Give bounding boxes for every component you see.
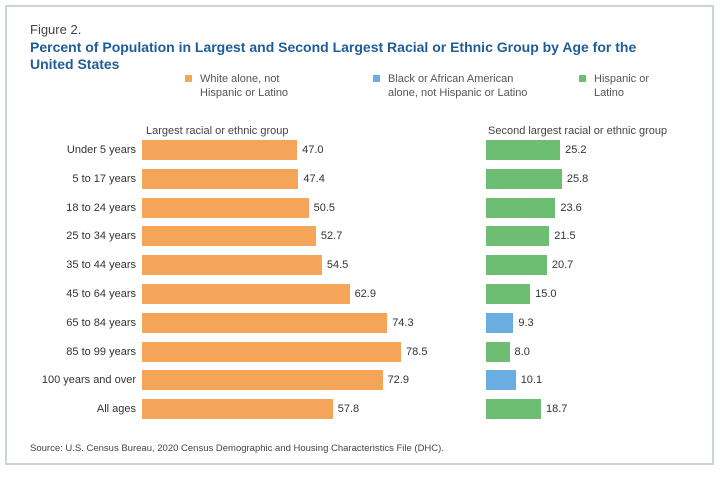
category-label: 5 to 17 years bbox=[72, 172, 136, 185]
second-group-bar bbox=[486, 197, 556, 218]
data-label: 23.6 bbox=[560, 201, 582, 214]
figure-label: Figure 2. bbox=[30, 22, 82, 37]
largest-group-bar bbox=[142, 140, 298, 160]
largest-group-bar bbox=[142, 370, 383, 391]
data-label: 8.0 bbox=[514, 345, 530, 358]
data-label: 21.5 bbox=[554, 230, 576, 243]
source-note: Source: U.S. Census Bureau, 2020 Census … bbox=[30, 443, 444, 454]
legend-text: alone, not Hispanic or Latino bbox=[388, 87, 528, 99]
legend-item-hispanic: Hispanic or Latino bbox=[579, 72, 649, 100]
category-label: 100 years and over bbox=[41, 374, 136, 387]
category-label: 25 to 34 years bbox=[66, 230, 136, 243]
data-label: 50.5 bbox=[313, 201, 336, 214]
category-label: 65 to 84 years bbox=[66, 316, 136, 329]
category-label: 45 to 64 years bbox=[66, 288, 136, 300]
left-panel-title: Largest racial or ethnic group bbox=[146, 125, 289, 137]
data-label: 78.5 bbox=[406, 345, 428, 358]
legend-item-white: White alone, not Hispanic or Latino bbox=[185, 72, 288, 100]
data-label: 47.0 bbox=[302, 144, 324, 156]
legend-text: White alone, not bbox=[200, 73, 280, 85]
second-group-bar bbox=[486, 399, 541, 420]
data-label: 15.0 bbox=[535, 288, 557, 300]
data-label: 9.3 bbox=[518, 316, 534, 329]
largest-group-bar bbox=[142, 168, 299, 189]
second-group-bar bbox=[486, 168, 562, 189]
data-label: 52.7 bbox=[320, 230, 343, 243]
second-group-bar bbox=[486, 341, 510, 362]
data-label: 47.4 bbox=[303, 172, 325, 185]
category-label: 85 to 99 years bbox=[66, 345, 136, 358]
data-label: 18.7 bbox=[545, 403, 568, 416]
largest-group-bar bbox=[142, 312, 388, 333]
category-label: Under 5 years bbox=[66, 144, 136, 156]
second-group-bar bbox=[486, 140, 561, 160]
second-group-bar bbox=[486, 255, 547, 276]
legend-text: Hispanic or Latino bbox=[200, 87, 289, 99]
data-label: 57.8 bbox=[337, 403, 360, 416]
second-group-bar bbox=[486, 370, 516, 391]
legend-swatch bbox=[373, 75, 380, 82]
data-label: 54.5 bbox=[326, 259, 349, 272]
legend-text: Hispanic or bbox=[594, 73, 650, 85]
category-label: All ages bbox=[96, 403, 136, 416]
legend-swatch bbox=[579, 75, 586, 82]
data-label: 25.2 bbox=[565, 144, 587, 156]
data-label: 62.9 bbox=[354, 288, 376, 300]
largest-group-bar bbox=[142, 226, 316, 247]
data-label: 72.9 bbox=[387, 374, 409, 387]
second-group-bar bbox=[486, 226, 550, 247]
data-label: 10.1 bbox=[520, 374, 543, 387]
largest-group-bar bbox=[142, 341, 402, 362]
largest-group-bar bbox=[142, 197, 309, 218]
legend-text: Latino bbox=[594, 87, 624, 99]
largest-group-bar bbox=[142, 255, 322, 276]
legend-swatch bbox=[185, 75, 192, 82]
right-panel-title: Second largest racial or ethnic group bbox=[488, 125, 668, 137]
data-label: 20.7 bbox=[551, 259, 574, 272]
figure-frame bbox=[5, 5, 714, 465]
legend-item-black: Black or African American alone, not Hisp… bbox=[373, 72, 527, 100]
data-label: 74.3 bbox=[392, 316, 414, 329]
chart-title: Percent of Population in Largest and Sec… bbox=[30, 39, 637, 72]
category-label: 35 to 44 years bbox=[66, 259, 136, 272]
second-group-bar bbox=[486, 312, 514, 333]
largest-group-bar bbox=[142, 399, 333, 420]
second-group-bar bbox=[486, 284, 531, 304]
data-label: 25.8 bbox=[566, 172, 589, 185]
category-label: 18 to 24 years bbox=[66, 201, 136, 214]
largest-group-bar bbox=[142, 284, 350, 304]
legend-text: Black or African American bbox=[388, 73, 514, 85]
